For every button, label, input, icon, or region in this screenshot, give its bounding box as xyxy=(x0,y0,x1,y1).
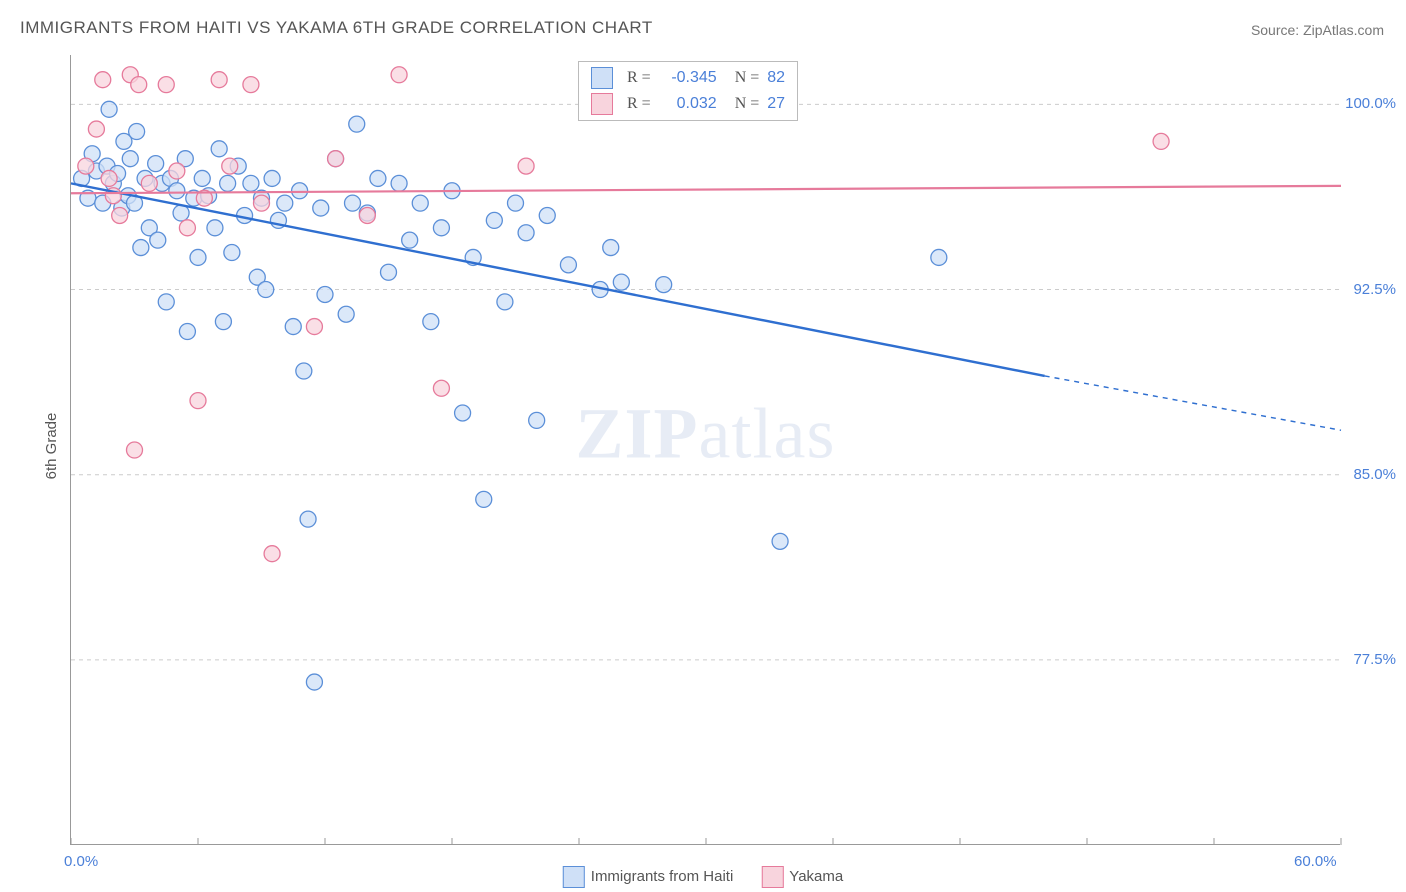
xtick-label: 0.0% xyxy=(64,853,98,870)
chart-title: IMMIGRANTS FROM HAITI VS YAKAMA 6TH GRAD… xyxy=(20,18,653,38)
ytick-label: 100.0% xyxy=(1345,95,1396,112)
ytick-label: 92.5% xyxy=(1353,281,1396,298)
source-label: Source: ZipAtlas.com xyxy=(1251,22,1384,38)
chart-svg xyxy=(71,55,1341,845)
stats-legend-row: R =0.032N =27 xyxy=(591,93,785,115)
stats-legend: R =-0.345N =82 R =0.032N =27 xyxy=(578,61,798,121)
ytick-label: 85.0% xyxy=(1353,466,1396,483)
bottom-legend: Immigrants from Haiti Yakama xyxy=(563,866,843,888)
stats-legend-row: R =-0.345N =82 xyxy=(591,67,785,89)
xtick-label: 60.0% xyxy=(1294,853,1337,870)
legend-item: Yakama xyxy=(761,866,843,888)
legend-item: Immigrants from Haiti xyxy=(563,866,734,888)
plot-area: ZIPatlas xyxy=(70,55,1340,845)
ytick-label: 77.5% xyxy=(1353,651,1396,668)
y-axis-label: 6th Grade xyxy=(43,413,60,480)
